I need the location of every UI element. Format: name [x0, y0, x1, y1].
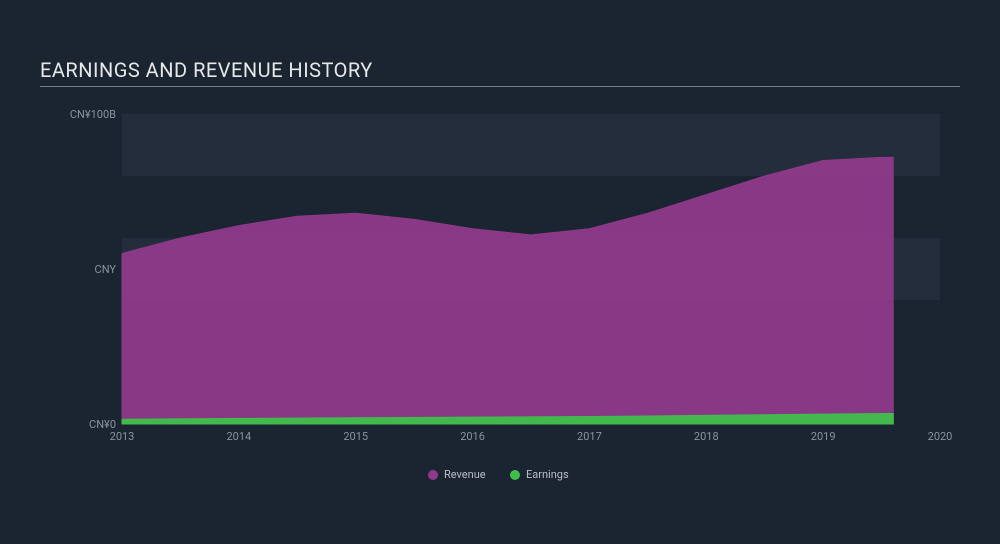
x-tick-label: 2015 [343, 430, 368, 443]
legend-swatch [510, 470, 520, 480]
x-tick-label: 2013 [110, 430, 135, 443]
area-series-svg [122, 114, 940, 424]
x-tick-label: 2018 [694, 430, 719, 443]
y-tick-label: CN¥100B [70, 108, 116, 121]
legend-swatch [428, 470, 438, 480]
x-tick-label: 2014 [226, 430, 251, 443]
y-tick-label: CNY [95, 263, 116, 276]
plot-area [122, 114, 940, 424]
x-tick-label: 2019 [811, 430, 836, 443]
title-underline [40, 86, 960, 87]
legend-label: Earnings [526, 468, 569, 481]
legend-item-revenue[interactable]: Revenue [428, 468, 486, 481]
legend-item-earnings[interactable]: Earnings [510, 468, 569, 481]
x-tick-label: 2020 [928, 430, 953, 443]
x-tick-label: 2017 [577, 430, 602, 443]
y-tick-label: CN¥0 [89, 418, 116, 431]
x-tick-label: 2016 [460, 430, 485, 443]
chart-container: EARNINGS AND REVENUE HISTORY CN¥100B CNY C… [0, 0, 1000, 544]
legend-label: Revenue [444, 468, 486, 481]
series-revenue [122, 157, 893, 424]
chart-title: EARNINGS AND REVENUE HISTORY [40, 58, 373, 82]
